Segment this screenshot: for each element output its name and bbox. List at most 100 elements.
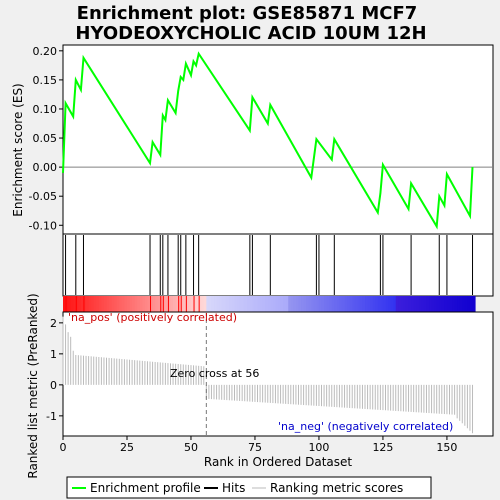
rank-y-tick-label: 2 [50,317,57,330]
color-bar-cell [162,296,166,312]
color-bar-cell [178,296,182,312]
color-bar-cell [86,296,90,312]
color-bar-cell [106,296,110,312]
color-bar-cell [421,296,425,312]
color-bar-cell [403,296,407,312]
color-bar-cell [96,296,100,312]
es-y-tick-label: 0.20 [33,45,58,58]
color-bar-cell [331,296,335,312]
color-bar-cell [185,296,189,312]
color-bar-cell [426,296,430,312]
color-bar-cell [411,296,415,312]
color-bar-cell [359,296,363,312]
color-bar-cell [201,296,205,312]
color-bar-cell [267,296,271,312]
color-bar-cell [321,296,325,312]
color-bar-cell [472,296,476,312]
color-bar-cell [219,296,223,312]
color-bar-cell [188,296,192,312]
ranking-color-bar [63,296,476,312]
color-bar-hit [150,296,152,312]
color-bar-cell [142,296,146,312]
color-bar-cell [78,296,82,312]
color-bar-cell [444,296,448,312]
es-y-tick-label: 0.00 [33,161,58,174]
color-bar-cell [370,296,374,312]
color-bar-cell [183,296,187,312]
color-bar-cell [436,296,440,312]
color-bar-cell [252,296,256,312]
color-bar-hit [167,296,169,312]
color-bar-cell [239,296,243,312]
color-bar-hit [162,296,164,312]
es-y-tick-label: 0.10 [33,103,58,116]
color-bar-cell [234,296,238,312]
color-bar-cell [91,296,95,312]
color-bar-cell [262,296,266,312]
color-bar-cell [103,296,108,312]
color-bar-cell [173,296,177,312]
neg-correlated-label: 'na_neg' (negatively correlated) [278,420,453,433]
legend-item-enrichment: Enrichment profile [90,481,201,495]
es-y-tick-label: 0.05 [33,132,58,145]
color-bar-cell [395,296,399,312]
color-bar-cell [405,296,410,312]
color-bar-cell [101,296,105,312]
color-bar-hit [65,296,67,312]
color-bar-cell [63,296,67,312]
color-bar-cell [137,296,141,312]
color-bar-cell [316,296,320,312]
color-bar-cell [193,296,197,312]
color-bar-cell [449,296,453,312]
color-bar-cell [459,296,463,312]
color-bar-cell [88,296,92,312]
es-y-tick-label: -0.05 [29,190,57,203]
zero-cross-label: Zero cross at 56 [170,367,259,380]
color-bar-cell [367,296,371,312]
color-bar-cell [237,296,241,312]
rank-panel-frame [62,311,494,437]
es-y-tick-label: 0.15 [33,74,58,87]
color-bar-cell [83,296,87,312]
color-bar-cell [452,296,456,312]
color-bar-cell [431,296,435,312]
color-bar-cell [290,296,294,312]
color-bar-hit [178,296,180,312]
color-bar-cell [111,296,115,312]
color-bar-cell [65,296,69,312]
color-bar-cell [124,296,128,312]
color-bar-hit [160,296,162,312]
rank-y-tick-label: 1 [50,348,57,361]
color-bar-cell [224,296,228,312]
color-bar-cell [221,296,225,312]
color-bar-cell [388,296,392,312]
color-bar-cell [116,296,120,312]
color-bar-cell [272,296,276,312]
color-bar-cell [418,296,422,312]
rank-y-axis-label: Ranked list metric (PreRanked) [26,293,40,478]
color-bar-cell [119,296,123,312]
color-bar-cell [439,296,443,312]
color-bar-cell [231,296,235,312]
color-bar-cell [303,296,307,312]
x-tick-label: 150 [436,441,457,454]
color-bar-cell [147,296,151,312]
color-bar-cell [170,296,174,312]
color-bar-cell [347,296,351,312]
color-bar-cell [139,296,143,312]
x-tick-label: 25 [120,441,134,454]
color-bar-cell [80,296,84,312]
color-bar-cell [354,296,358,312]
color-bar-cell [288,296,292,312]
color-bar-cell [278,296,282,312]
color-bar-cell [301,296,305,312]
color-bar-cell [260,296,264,312]
color-bar-cell [129,296,133,312]
color-bar-cell [390,296,394,312]
color-bar-cell [244,296,248,312]
color-bar-cell [313,296,317,312]
color-bar-cell [329,296,333,312]
color-bar-hit [75,296,77,312]
x-tick-label: 100 [308,441,329,454]
color-bar-cell [109,296,113,312]
